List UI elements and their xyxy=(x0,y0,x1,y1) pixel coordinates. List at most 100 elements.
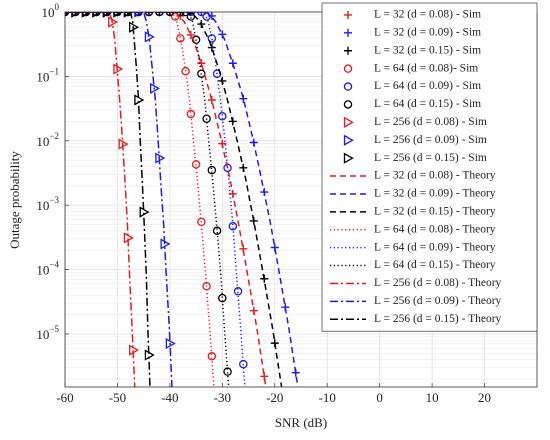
marker-circle xyxy=(343,82,353,91)
legend-label: L = 32 (d = 0.08) - Sim xyxy=(374,9,481,21)
y-tick-exponent: 0 xyxy=(55,2,60,12)
legend-label: L = 64 (d = 0.08)- Sim xyxy=(374,62,478,74)
x-tick-label: 0 xyxy=(376,390,383,405)
x-tick-label: -30 xyxy=(214,390,231,405)
marker-plus xyxy=(186,12,195,16)
legend-label: L = 32 (d = 0.08) - Theory xyxy=(374,170,496,182)
marker-triangle xyxy=(134,12,145,18)
marker-triangle xyxy=(343,134,354,146)
y-tick-base: 10 xyxy=(36,198,49,213)
x-tick-label: 20 xyxy=(478,390,491,405)
marker-triangle xyxy=(123,12,134,18)
legend-label: L = 32 (d = 0.09) - Theory xyxy=(374,188,496,200)
marker-triangle xyxy=(165,337,176,350)
y-tick-base: 10 xyxy=(42,5,55,20)
marker-circle xyxy=(233,287,243,296)
x-axis-label: SNR (dB) xyxy=(275,415,327,430)
y-tick-label: 10−3 xyxy=(36,195,59,213)
marker-triangle xyxy=(108,16,119,28)
legend-label: L = 64 (d = 0.09) - Sim xyxy=(374,80,481,92)
marker-triangle xyxy=(343,152,354,164)
legend-label: L = 256 (d = 0.15) - Theory xyxy=(374,313,502,325)
legend-label: L = 64 (d = 0.15) - Sim xyxy=(374,98,481,110)
y-tick-base: 10 xyxy=(36,69,49,84)
y-tick-exponent: −2 xyxy=(49,131,59,141)
legend-label: L = 32 (d = 0.15) - Theory xyxy=(374,205,496,217)
marker-circle xyxy=(176,34,185,43)
marker-circle xyxy=(102,12,112,17)
y-tick-exponent: −4 xyxy=(49,260,59,270)
marker-plus xyxy=(344,10,352,19)
marker-circle xyxy=(343,64,353,73)
marker-plus xyxy=(186,30,195,39)
legend-label: L = 32 (d = 0.09) - Sim xyxy=(374,26,481,38)
x-tick-label: 10 xyxy=(426,390,439,405)
y-tick-label: 10−2 xyxy=(36,131,59,149)
theory-line xyxy=(65,12,267,387)
marker-circle xyxy=(207,352,217,361)
y-tick-base: 10 xyxy=(36,263,49,278)
marker-triangle xyxy=(144,31,155,43)
marker-plus xyxy=(144,12,153,16)
marker-circle xyxy=(92,12,101,17)
marker-triangle xyxy=(71,12,82,18)
y-tick-exponent: −3 xyxy=(49,195,59,205)
marker-plus xyxy=(155,12,164,16)
theory-line xyxy=(65,12,299,387)
x-tick-label: -60 xyxy=(56,390,73,405)
legend-label: L = 256 (d = 0.08) - Theory xyxy=(374,277,502,289)
marker-circle xyxy=(81,12,91,17)
marker-plus xyxy=(165,12,174,16)
marker-circle xyxy=(207,165,217,175)
marker-circle xyxy=(186,109,196,119)
marker-plus xyxy=(207,95,216,104)
marker-plus xyxy=(197,12,206,16)
marker-circle xyxy=(176,12,185,17)
marker-circle xyxy=(228,222,238,231)
marker-triangle xyxy=(81,12,92,18)
marker-circle xyxy=(134,12,143,17)
y-tick-base: 10 xyxy=(36,134,49,149)
marker-plus xyxy=(207,12,216,20)
legend-label: L = 256 (d = 0.09) - Sim xyxy=(374,134,487,146)
plot xyxy=(65,12,300,387)
y-tick-exponent: −5 xyxy=(49,324,59,334)
legend-box xyxy=(321,2,538,332)
theory-line xyxy=(65,12,151,387)
legend-label: L = 32 (d = 0.15) - Sim xyxy=(374,44,481,56)
y-axis-label: Outage probability xyxy=(7,151,22,249)
marker-circle xyxy=(113,12,122,17)
marker-plus xyxy=(218,30,227,39)
legend: L = 32 (d = 0.08) - Sim L = 32 (d = 0.09)… xyxy=(321,2,538,332)
marker-circle xyxy=(218,112,227,121)
marker-triangle xyxy=(65,12,71,16)
legend-label: L = 256 (d = 0.15) - Sim xyxy=(374,152,487,164)
marker-circle xyxy=(181,12,190,17)
marker-circle xyxy=(155,12,164,17)
legend-label: L = 64 (d = 0.08) - Theory xyxy=(374,223,496,235)
y-tick-exponent: −1 xyxy=(49,66,59,76)
theory-line xyxy=(65,12,173,387)
marker-circle xyxy=(207,34,217,43)
marker-triangle xyxy=(150,82,160,95)
y-tick-label: 10−1 xyxy=(36,66,59,84)
marker-plus xyxy=(344,28,352,37)
y-tick-label: 10−4 xyxy=(36,260,59,278)
x-tick-label: -10 xyxy=(319,390,336,405)
legend-label: L = 64 (d = 0.09) - Theory xyxy=(374,241,496,253)
marker-triangle xyxy=(102,12,113,18)
marker-triangle xyxy=(113,63,124,75)
marker-triangle xyxy=(92,12,103,18)
marker-circle xyxy=(71,12,80,17)
y-tick-label: 10−5 xyxy=(36,324,59,342)
legend-label: L = 256 (d = 0.09) - Theory xyxy=(374,295,502,307)
marker-circle xyxy=(212,226,222,236)
marker-plus xyxy=(344,46,352,55)
marker-circle xyxy=(197,12,206,17)
marker-circle xyxy=(218,293,227,303)
marker-triangle xyxy=(113,12,124,18)
marker-circle xyxy=(186,12,196,17)
y-tick-base: 10 xyxy=(36,327,49,342)
x-tick-label: -50 xyxy=(109,390,126,405)
